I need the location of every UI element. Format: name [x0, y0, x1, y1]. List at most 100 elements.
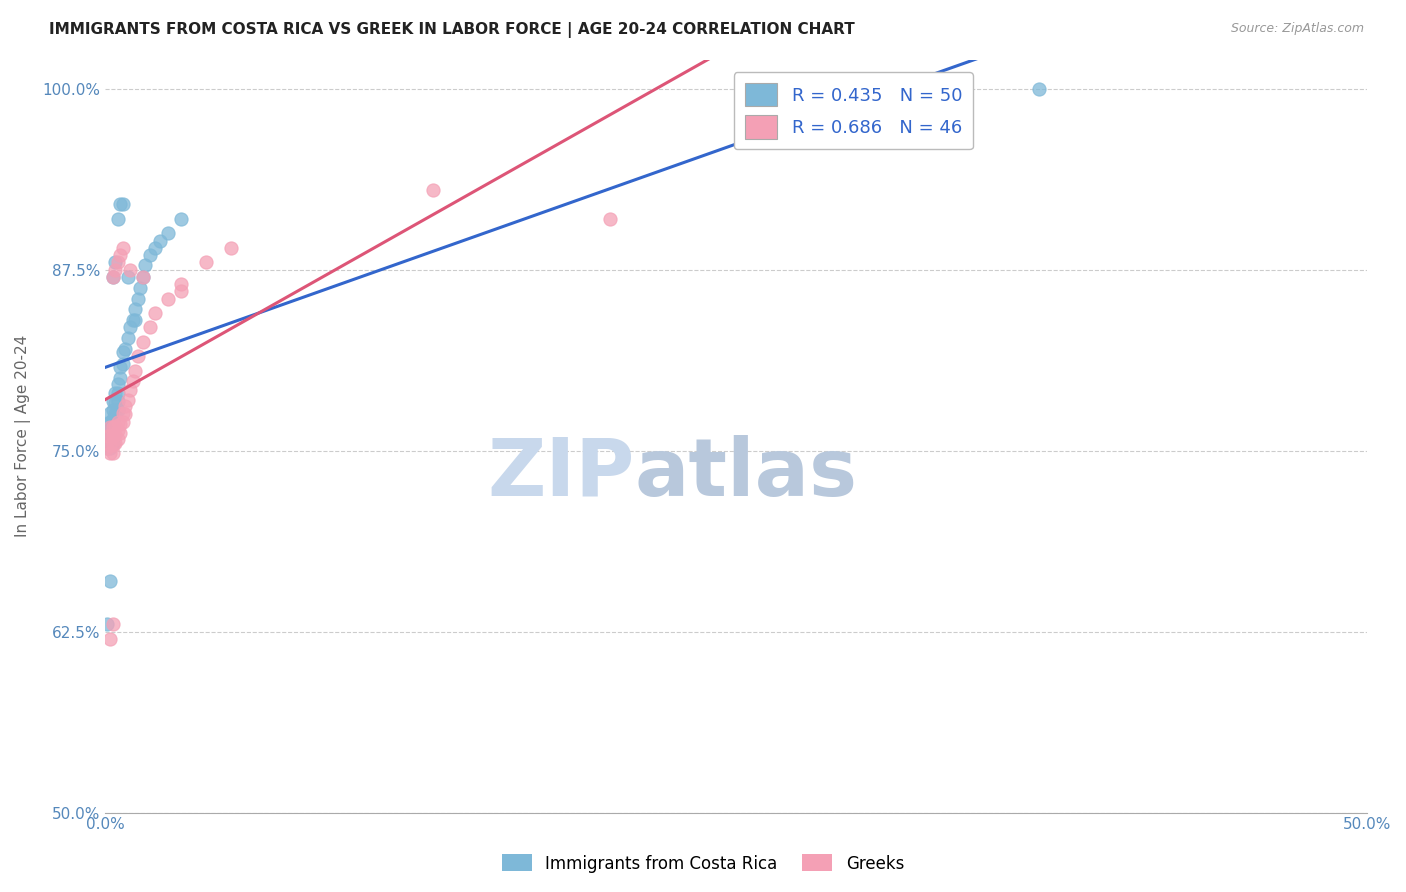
Point — [101, 411, 124, 425]
Point — [129, 281, 152, 295]
Point — [1028, 81, 1050, 95]
Point — [96, 617, 118, 632]
Point — [107, 403, 129, 417]
Point — [111, 415, 134, 429]
Point — [101, 436, 124, 450]
Point — [101, 403, 124, 417]
Point — [139, 248, 162, 262]
Point — [104, 408, 127, 422]
Point — [98, 429, 121, 443]
Point — [101, 420, 124, 434]
Legend: Immigrants from Costa Rica, Greeks: Immigrants from Costa Rica, Greeks — [495, 847, 911, 880]
Point — [157, 227, 180, 241]
Point — [108, 197, 131, 211]
Point — [219, 241, 242, 255]
Point — [132, 269, 155, 284]
Point — [98, 446, 121, 460]
Point — [107, 376, 129, 391]
Point — [145, 241, 167, 255]
Point — [104, 385, 127, 400]
Point — [145, 306, 167, 320]
Point — [124, 313, 146, 327]
Point — [104, 396, 127, 410]
Point — [170, 285, 193, 299]
Point — [134, 258, 156, 272]
Y-axis label: In Labor Force | Age 20-24: In Labor Force | Age 20-24 — [15, 334, 31, 537]
Point — [98, 574, 121, 588]
Point — [114, 399, 136, 413]
Point — [127, 292, 149, 306]
Point — [599, 211, 621, 226]
Point — [101, 269, 124, 284]
Point — [101, 420, 124, 434]
Point — [96, 441, 118, 455]
Point — [107, 385, 129, 400]
Point — [132, 334, 155, 349]
Point — [104, 436, 127, 450]
Point — [108, 359, 131, 374]
Point — [101, 438, 124, 452]
Point — [117, 392, 139, 407]
Text: Source: ZipAtlas.com: Source: ZipAtlas.com — [1230, 22, 1364, 36]
Point — [101, 429, 124, 443]
Point — [104, 427, 127, 442]
Point — [101, 446, 124, 460]
Point — [108, 426, 131, 441]
Point — [98, 438, 121, 452]
Point — [101, 269, 124, 284]
Point — [96, 434, 118, 449]
Point — [114, 408, 136, 422]
Point — [101, 617, 124, 632]
Point — [117, 330, 139, 344]
Point — [121, 313, 143, 327]
Point — [104, 262, 127, 277]
Point — [107, 423, 129, 437]
Point — [127, 350, 149, 364]
Point — [194, 255, 217, 269]
Text: IMMIGRANTS FROM COSTA RICA VS GREEK IN LABOR FORCE | AGE 20-24 CORRELATION CHART: IMMIGRANTS FROM COSTA RICA VS GREEK IN L… — [49, 22, 855, 38]
Point — [98, 432, 121, 446]
Point — [170, 211, 193, 226]
Point — [98, 420, 121, 434]
Point — [96, 417, 118, 432]
Point — [107, 255, 129, 269]
Point — [101, 429, 124, 443]
Point — [111, 197, 134, 211]
Point — [132, 269, 155, 284]
Point — [120, 383, 142, 397]
Legend: R = 0.435   N = 50, R = 0.686   N = 46: R = 0.435 N = 50, R = 0.686 N = 46 — [734, 72, 973, 150]
Point — [422, 183, 444, 197]
Point — [96, 441, 118, 455]
Point — [98, 423, 121, 437]
Point — [96, 426, 118, 441]
Point — [96, 429, 118, 443]
Point — [120, 320, 142, 334]
Point — [98, 632, 121, 646]
Point — [98, 415, 121, 429]
Point — [104, 255, 127, 269]
Point — [139, 320, 162, 334]
Point — [170, 277, 193, 291]
Point — [107, 211, 129, 226]
Point — [149, 234, 172, 248]
Point — [98, 406, 121, 420]
Text: ZIP: ZIP — [488, 434, 636, 513]
Point — [98, 441, 121, 455]
Point — [108, 417, 131, 432]
Point — [107, 394, 129, 409]
Point — [124, 301, 146, 316]
Point — [117, 269, 139, 284]
Point — [111, 241, 134, 255]
Point — [114, 342, 136, 356]
Point — [107, 415, 129, 429]
Text: atlas: atlas — [636, 434, 858, 513]
Point — [104, 419, 127, 434]
Point — [101, 394, 124, 409]
Point — [111, 345, 134, 359]
Point — [121, 374, 143, 388]
Point — [124, 364, 146, 378]
Point — [120, 262, 142, 277]
Point — [108, 371, 131, 385]
Point — [157, 292, 180, 306]
Point — [111, 406, 134, 420]
